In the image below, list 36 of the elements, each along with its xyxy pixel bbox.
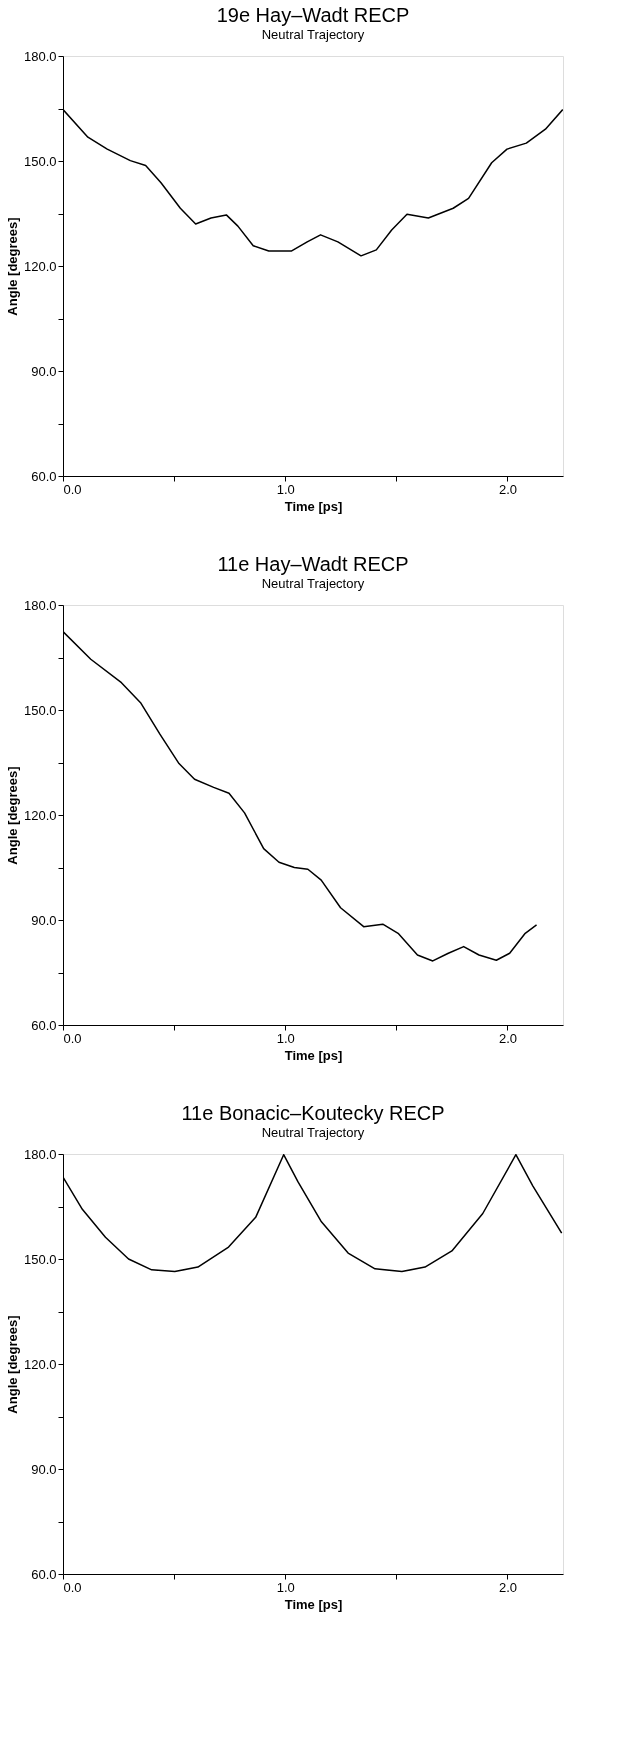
x-tick-label: 0.0 xyxy=(63,481,82,497)
chart-subtitle: Neutral Trajectory xyxy=(261,576,365,591)
x-tick-label: 0.0 xyxy=(63,1579,82,1595)
y-axis-title: Angle [degrees] xyxy=(4,217,20,316)
x-tick-label: 2.0 xyxy=(498,1030,517,1046)
x-tick-label: 0.0 xyxy=(63,1030,82,1046)
y-tick-label: 90.0 xyxy=(31,912,57,928)
chart-title: 19e Hay–Wadt RECP xyxy=(216,4,410,26)
y-axis-title: Angle [degrees] xyxy=(4,1315,20,1414)
y-tick-label: 120.0 xyxy=(23,1356,57,1372)
y-tick-label: 180.0 xyxy=(23,1146,57,1162)
y-tick-label: 180.0 xyxy=(23,597,57,613)
chart-subtitle: Neutral Trajectory xyxy=(261,27,365,42)
y-tick-label: 60.0 xyxy=(31,1017,57,1033)
y-tick-label: 60.0 xyxy=(31,1566,57,1582)
x-tick-label: 2.0 xyxy=(498,1579,517,1595)
x-axis-title: Time [ps] xyxy=(284,1047,343,1063)
x-axis-title: Time [ps] xyxy=(284,498,343,514)
x-tick-label: 1.0 xyxy=(276,1030,295,1046)
y-tick-label: 120.0 xyxy=(23,807,57,823)
y-tick-label: 120.0 xyxy=(23,258,57,274)
y-tick-label: 60.0 xyxy=(31,468,57,484)
chart-title: 11e Bonacic–Koutecky RECP xyxy=(181,1102,445,1124)
y-tick-label: 150.0 xyxy=(23,702,57,718)
x-axis-title: Time [ps] xyxy=(284,1596,343,1612)
chart-title: 11e Hay–Wadt RECP xyxy=(217,553,409,575)
y-tick-label: 150.0 xyxy=(23,1251,57,1267)
y-axis-title: Angle [degrees] xyxy=(4,766,20,865)
y-tick-label: 90.0 xyxy=(31,1461,57,1477)
x-tick-label: 1.0 xyxy=(276,481,295,497)
y-tick-label: 180.0 xyxy=(23,48,57,64)
y-tick-label: 150.0 xyxy=(23,153,57,169)
chart-subtitle: Neutral Trajectory xyxy=(261,1125,365,1140)
x-tick-label: 1.0 xyxy=(276,1579,295,1595)
x-tick-label: 2.0 xyxy=(498,481,517,497)
y-tick-label: 90.0 xyxy=(31,363,57,379)
